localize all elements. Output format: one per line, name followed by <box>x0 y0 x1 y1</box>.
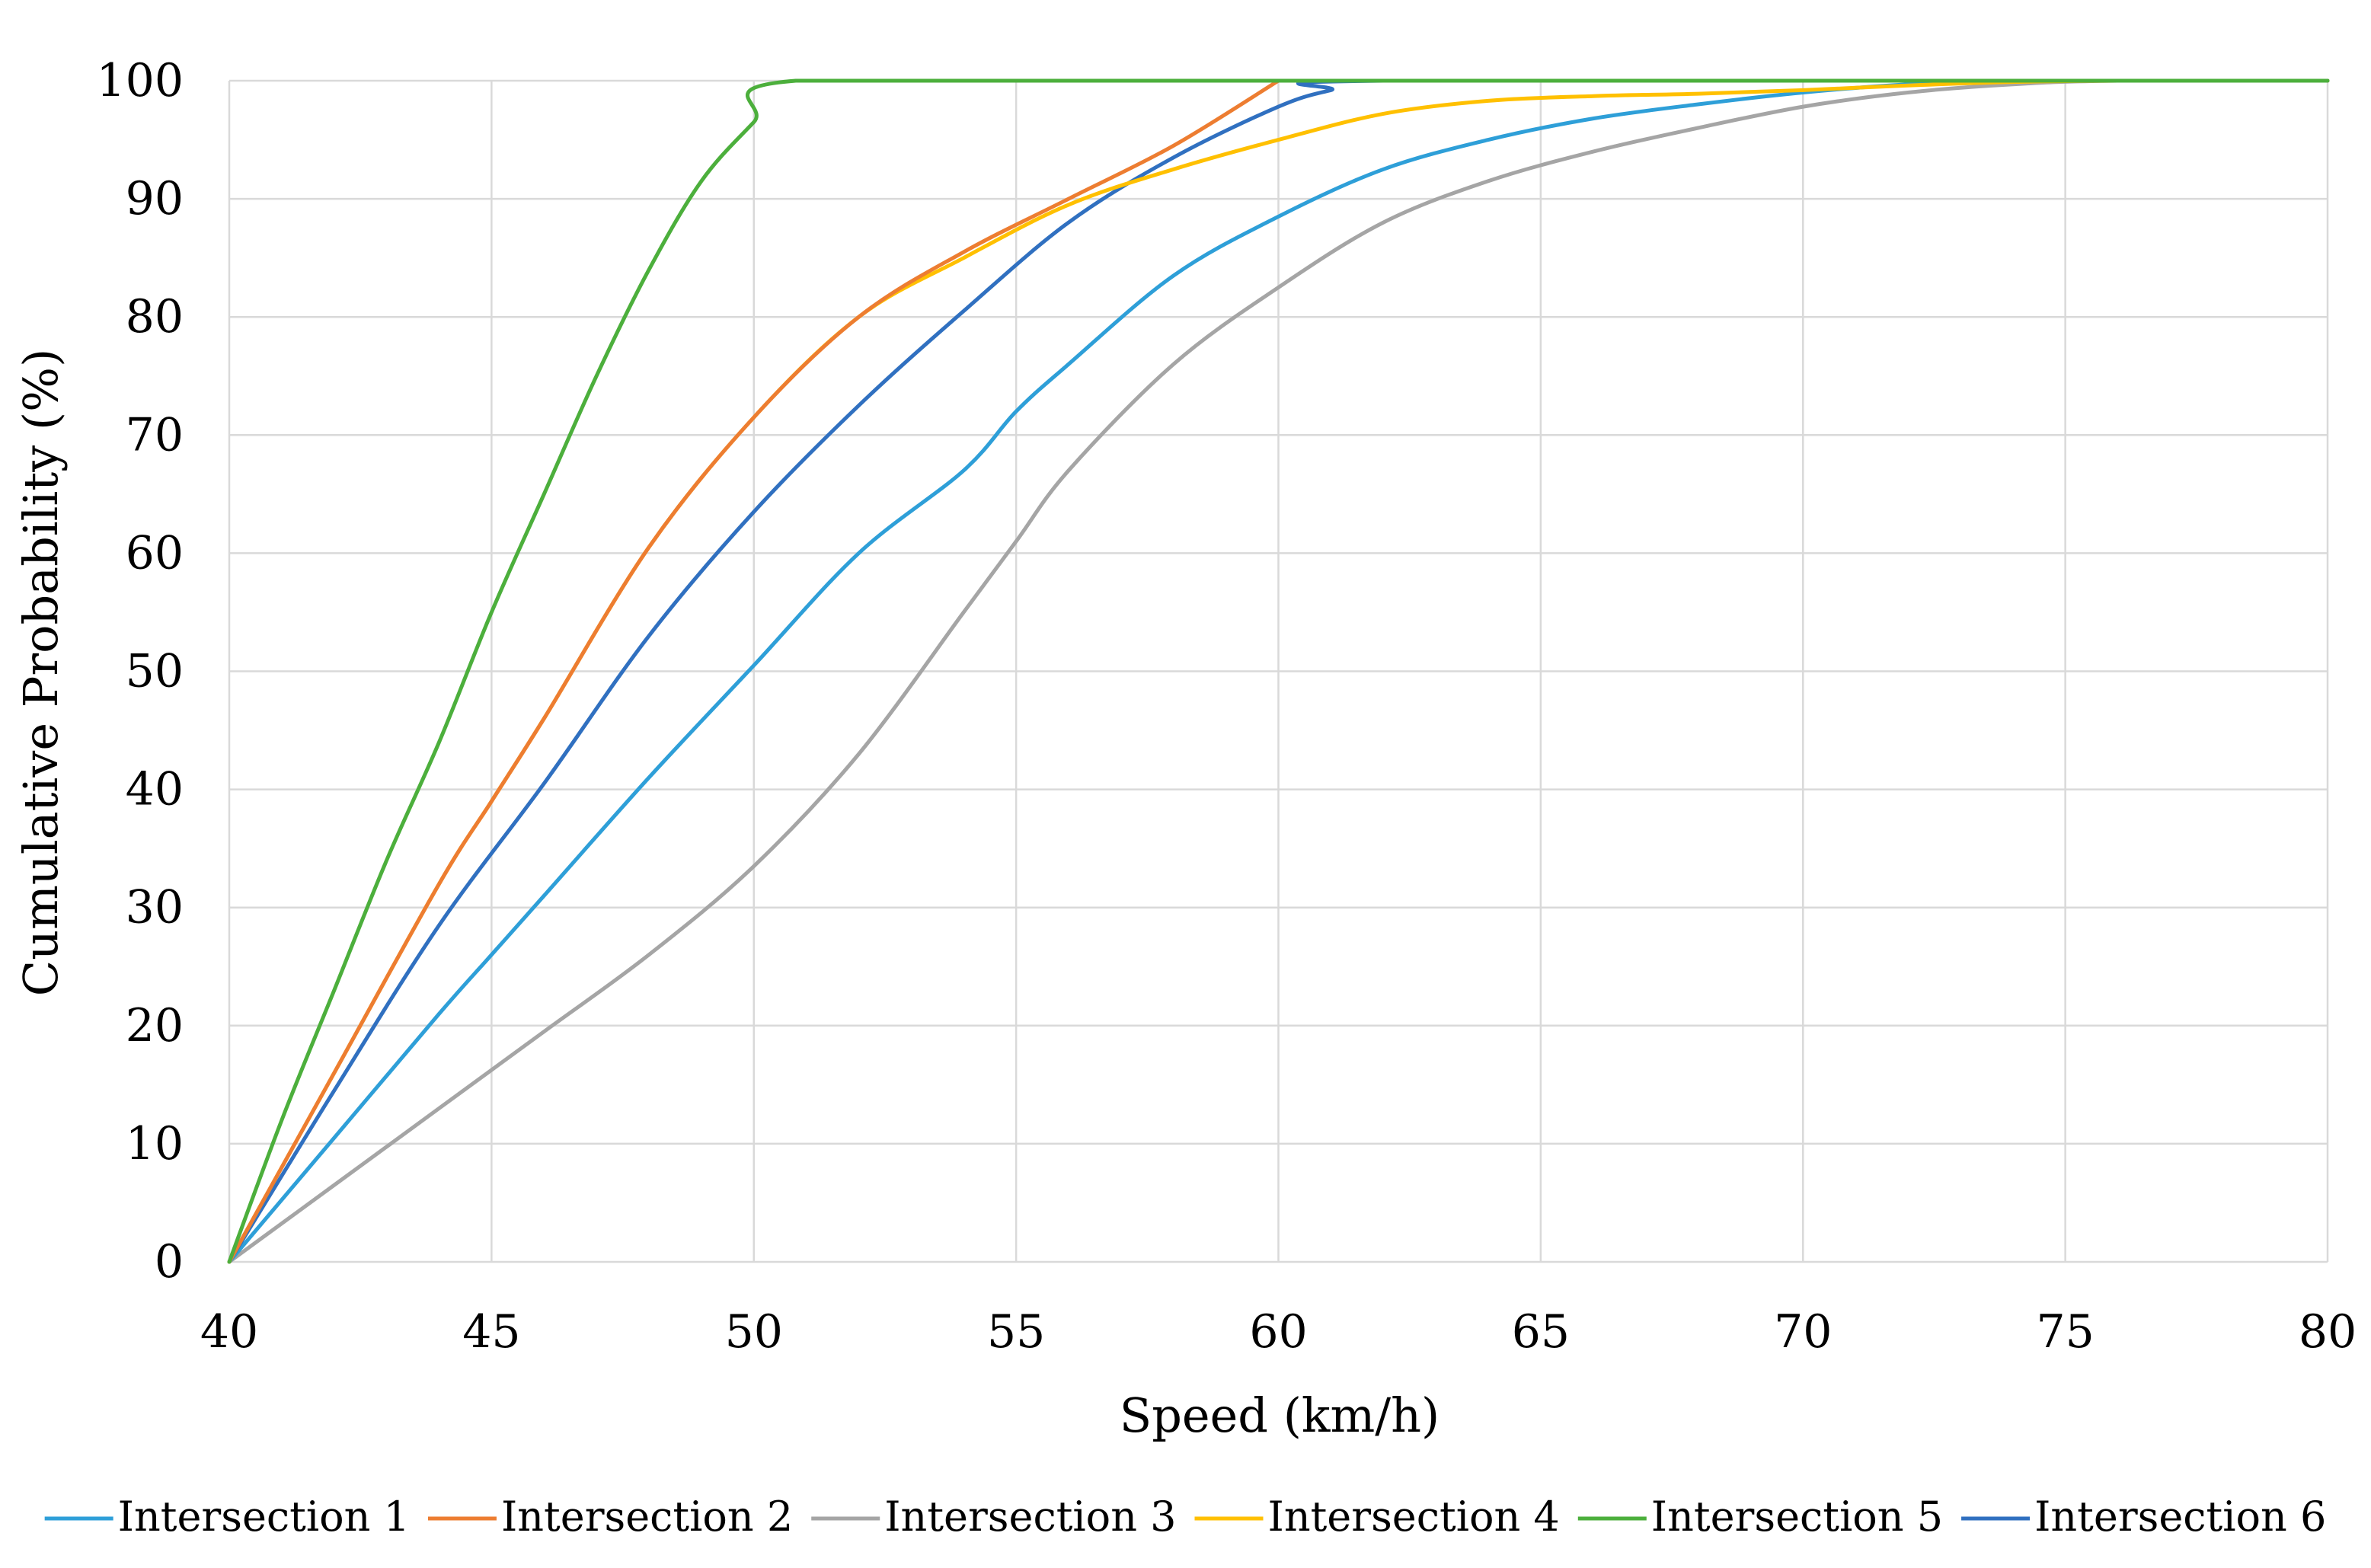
y-tick-label: 10 <box>126 1117 184 1170</box>
y-tick-label: 80 <box>126 290 184 343</box>
x-axis-title: Speed (km/h) <box>1120 1388 1440 1443</box>
legend-label: Intersection 2 <box>501 1493 793 1541</box>
legend-label: Intersection 4 <box>1268 1493 1560 1541</box>
legend-item-intersection-1: Intersection 1 <box>44 1493 410 1541</box>
y-tick-label: 40 <box>126 763 184 816</box>
legend: Intersection 1 Intersection 2 Intersection… <box>44 1493 2326 1541</box>
y-axis-title: Cumulative Probability (%) <box>13 349 69 997</box>
series-line-intersection-3 <box>227 78 2330 1264</box>
series-line-intersection-2 <box>227 78 1280 1264</box>
legend-label: Intersection 1 <box>118 1493 410 1541</box>
legend-item-intersection-6: Intersection 6 <box>1961 1493 2326 1541</box>
y-tick-label: 30 <box>126 881 184 934</box>
y-tick-label: 60 <box>126 526 184 580</box>
tick-labels: 0 10 20 30 40 50 60 70 80 90 100 40 45 50 55 60 65 70 75 80 <box>96 54 2357 1359</box>
x-tick-label: 45 <box>462 1305 520 1359</box>
legend-label: Intersection 3 <box>884 1493 1176 1541</box>
series-lines <box>227 78 2330 1264</box>
x-tick-label: 65 <box>1512 1305 1570 1359</box>
legend-label: Intersection 6 <box>2034 1493 2326 1541</box>
y-tick-label: 50 <box>126 645 184 698</box>
y-tick-label: 90 <box>126 172 184 225</box>
legend-label: Intersection 5 <box>1651 1493 1943 1541</box>
x-tick-label: 75 <box>2036 1305 2094 1359</box>
x-tick-label: 55 <box>987 1305 1045 1359</box>
legend-item-intersection-5: Intersection 5 <box>1577 1493 1943 1541</box>
x-tick-label: 80 <box>2299 1305 2357 1359</box>
legend-item-intersection-3: Intersection 3 <box>811 1493 1177 1541</box>
y-tick-label: 20 <box>126 999 184 1052</box>
y-tick-label: 100 <box>96 54 184 107</box>
y-tick-label: 0 <box>155 1235 184 1289</box>
legend-item-intersection-4: Intersection 4 <box>1194 1493 1560 1541</box>
series-line-intersection-5 <box>227 78 2330 1264</box>
x-tick-label: 60 <box>1249 1305 1307 1359</box>
legend-item-intersection-2: Intersection 2 <box>427 1493 793 1541</box>
y-tick-label: 70 <box>126 408 184 461</box>
x-tick-label: 70 <box>1774 1305 1832 1359</box>
gridlines <box>228 79 2329 1263</box>
x-tick-label: 40 <box>200 1305 258 1359</box>
x-tick-label: 50 <box>725 1305 783 1359</box>
